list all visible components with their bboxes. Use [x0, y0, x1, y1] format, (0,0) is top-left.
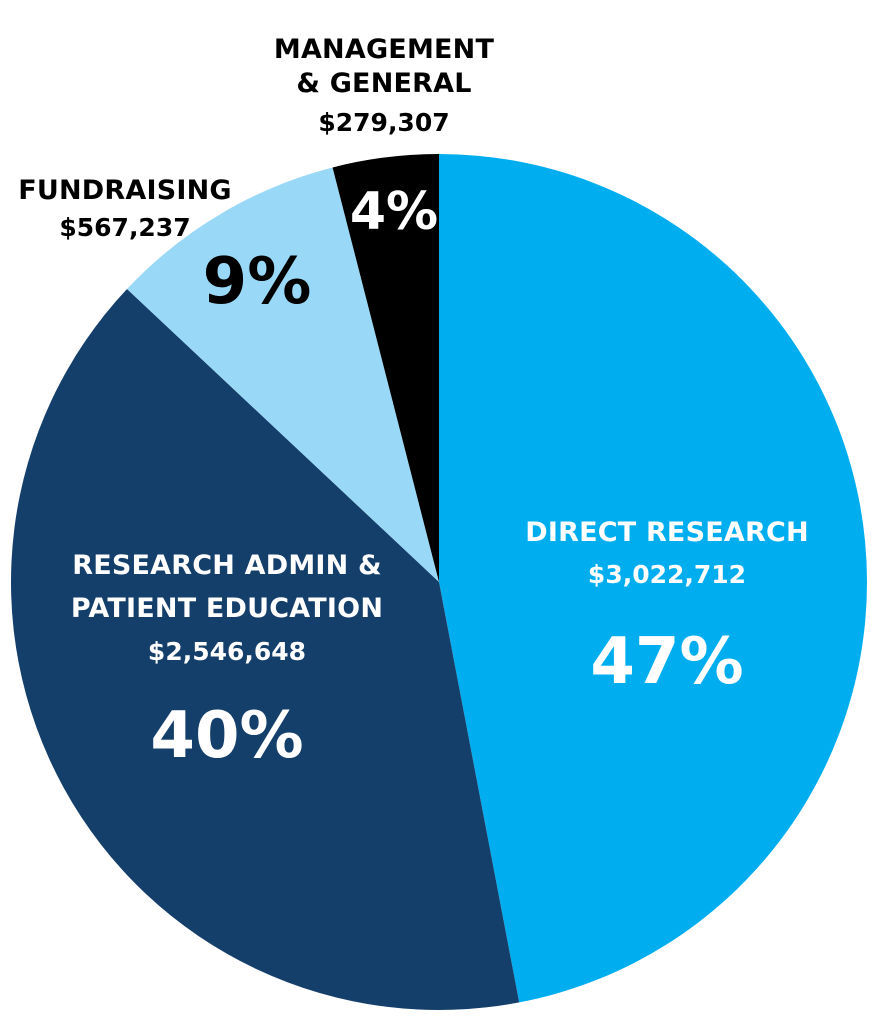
slice-research-admin	[10, 289, 520, 1011]
management-amount: $279,307	[318, 108, 449, 137]
research-admin-amount: $2,546,648	[148, 637, 306, 666]
fundraising-amount: $567,237	[59, 213, 190, 242]
slice-direct-research	[439, 153, 868, 1003]
direct-research-percent: 47%	[590, 625, 743, 699]
research-admin-name-line2: PATIENT EDUCATION	[71, 593, 383, 624]
direct-research-name: DIRECT RESEARCH	[525, 517, 809, 548]
management-name-line2: & GENERAL	[296, 68, 471, 99]
management-name-line1: MANAGEMENT	[274, 34, 495, 65]
management-percent: 4%	[350, 182, 438, 242]
direct-research-amount: $3,022,712	[588, 560, 746, 589]
fundraising-name: FUNDRAISING	[18, 175, 232, 206]
research-admin-name-line1: RESEARCH ADMIN &	[72, 550, 382, 581]
slice-fundraising	[127, 167, 439, 582]
research-admin-percent: 40%	[150, 699, 303, 773]
slice-management-general	[332, 154, 439, 582]
pie-slices	[10, 153, 868, 1011]
fundraising-percent: 9%	[203, 245, 312, 319]
